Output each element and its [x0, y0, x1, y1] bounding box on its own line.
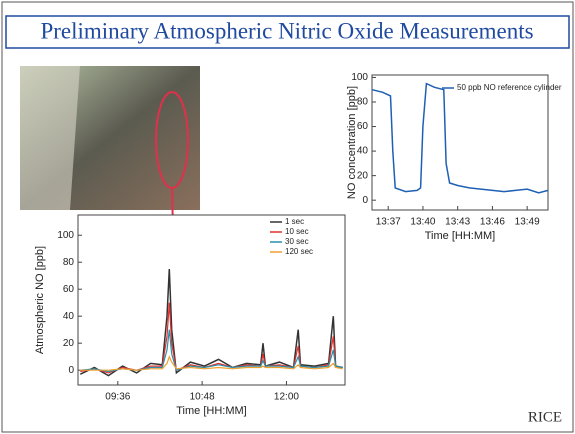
y-tick-label: 40 — [63, 311, 75, 322]
y-tick-label: 100 — [57, 230, 74, 241]
plot-area — [371, 74, 549, 211]
data-line — [80, 355, 343, 371]
x-tick-label: 13:43 — [445, 217, 470, 228]
y-tick-label: 80 — [357, 97, 369, 108]
y-tick-label: 60 — [63, 284, 75, 295]
photo-walkway — [20, 66, 80, 210]
legend-label: 1 sec — [285, 217, 304, 226]
x-tick-label: 10:48 — [190, 392, 215, 403]
data-line — [371, 82, 549, 194]
legend-label: 120 sec — [285, 247, 313, 256]
x-axis-label: Time [HH:MM] — [425, 230, 495, 242]
legend-label: 30 sec — [285, 237, 309, 246]
y-axis-label: NO concentration [ppb] — [346, 86, 358, 199]
legend-label: 10 sec — [285, 227, 309, 236]
title-box — [5, 15, 570, 49]
legend-label: 50 ppb NO reference cylinder — [457, 83, 562, 92]
y-tick-label: 40 — [357, 146, 369, 157]
slide-title: Preliminary Atmospheric Nitric Oxide Mea… — [40, 18, 533, 43]
y-tick-label: 20 — [63, 338, 75, 349]
x-tick-label: 13:49 — [515, 217, 540, 228]
x-tick-label: 13:37 — [376, 217, 401, 228]
x-tick-label: 13:40 — [410, 217, 435, 228]
data-line — [80, 329, 343, 373]
y-tick-label: 80 — [63, 257, 75, 268]
x-tick-label: 09:36 — [105, 392, 130, 403]
y-tick-label: 100 — [351, 72, 368, 83]
y-tick-label: 0 — [362, 195, 368, 206]
x-tick-label: 12:00 — [274, 392, 299, 403]
y-tick-label: 60 — [357, 121, 369, 132]
y-axis-label: Atmospheric NO [ppb] — [34, 246, 46, 354]
x-tick-label: 13:46 — [480, 217, 505, 228]
y-tick-label: 0 — [68, 365, 74, 376]
y-tick-label: 20 — [357, 170, 369, 181]
logo: RICE — [528, 409, 562, 425]
x-axis-label: Time [HH:MM] — [176, 405, 246, 417]
